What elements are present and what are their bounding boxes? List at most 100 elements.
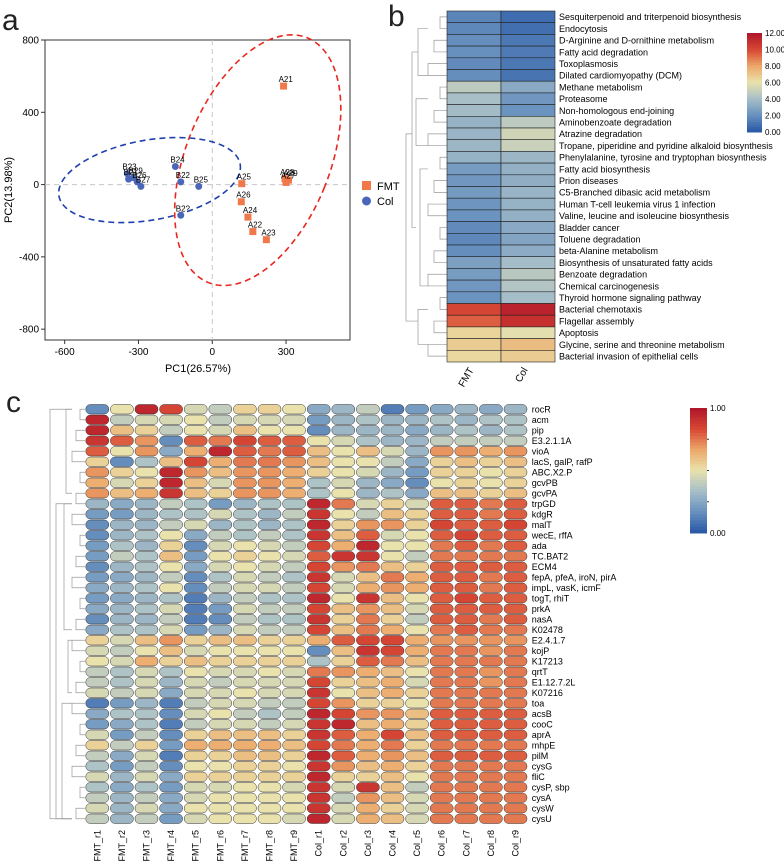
heatmap-cell bbox=[134, 792, 159, 803]
colorbar-segment bbox=[747, 77, 762, 81]
pathway-label: Valine, leucine and isoleucine biosynthe… bbox=[559, 211, 729, 221]
heatmap-cell bbox=[208, 729, 233, 740]
heatmap-cell bbox=[110, 792, 134, 803]
heatmap-cell bbox=[454, 761, 479, 772]
heatmap-cell bbox=[183, 624, 208, 635]
pathway-label: Glycine, serine and threonine metabolism bbox=[559, 340, 725, 350]
heatmap-cell bbox=[405, 761, 429, 772]
heatmap-cell bbox=[331, 530, 356, 541]
heatmap-cell bbox=[503, 414, 528, 425]
heatmap-cell bbox=[454, 467, 479, 478]
heatmap-cell bbox=[208, 414, 233, 425]
legend: FMT Col bbox=[362, 181, 400, 208]
heatmap-cell bbox=[306, 509, 331, 520]
y-tick-label: 0 bbox=[33, 180, 39, 191]
heatmap-cell bbox=[257, 803, 282, 814]
gene-label: TC.BAT2 bbox=[532, 552, 568, 562]
heatmap-cell bbox=[208, 687, 233, 698]
heatmap-cell bbox=[159, 456, 183, 467]
heatmap-cell bbox=[110, 813, 134, 824]
heatmap-cell bbox=[503, 593, 528, 604]
heatmap-cell bbox=[429, 582, 454, 593]
heatmap-cell bbox=[479, 551, 503, 562]
colorbar-segment bbox=[747, 37, 762, 41]
heatmap-cell bbox=[134, 687, 159, 698]
heatmap-cell bbox=[183, 792, 208, 803]
heatmap-cell bbox=[479, 435, 503, 446]
heatmap-cell bbox=[110, 729, 134, 740]
heatmap-cell bbox=[306, 750, 331, 761]
colorbar-segment bbox=[747, 122, 762, 126]
heatmap-cell bbox=[233, 614, 257, 625]
colorbar-segment bbox=[690, 526, 707, 531]
heatmap-cell bbox=[85, 572, 110, 583]
heatmap-cell bbox=[454, 414, 479, 425]
heatmap-cell bbox=[306, 813, 331, 824]
heatmap-cell bbox=[110, 624, 134, 635]
panel-label-b: b bbox=[388, 0, 405, 33]
heatmap-cell bbox=[134, 519, 159, 530]
colorbar-segment bbox=[747, 97, 762, 101]
heatmap-cell bbox=[380, 593, 405, 604]
heatmap-cell bbox=[183, 446, 208, 457]
heatmap-cell bbox=[479, 509, 503, 520]
heatmap-cell bbox=[110, 614, 134, 625]
heatmap-cell bbox=[380, 456, 405, 467]
heatmap-cell bbox=[208, 645, 233, 656]
heatmap-cell bbox=[306, 719, 331, 730]
gene-label: pilM bbox=[532, 751, 549, 761]
heatmap-cell bbox=[479, 624, 503, 635]
heatmap-cell bbox=[257, 540, 282, 551]
heatmap-cell bbox=[454, 614, 479, 625]
col-point bbox=[177, 178, 185, 186]
heatmap-cell bbox=[380, 708, 405, 719]
heatmap-cell bbox=[380, 498, 405, 509]
heatmap-cell bbox=[208, 498, 233, 509]
pathway-label: Apoptosis bbox=[559, 328, 599, 338]
dendrogram-branch bbox=[427, 203, 447, 217]
heatmap-cell bbox=[208, 561, 233, 572]
heatmap-cell bbox=[85, 677, 110, 688]
heatmap-cell bbox=[110, 572, 134, 583]
heatmap-cell bbox=[429, 498, 454, 509]
heatmap-cell bbox=[282, 729, 306, 740]
heatmap-cell bbox=[479, 771, 503, 782]
heatmap-cell bbox=[110, 551, 134, 562]
heatmap-cell bbox=[183, 708, 208, 719]
pathway-label: Proteasome bbox=[559, 94, 608, 104]
heatmap-cell bbox=[500, 69, 556, 82]
heatmap-cell bbox=[134, 666, 159, 677]
heatmap-cell bbox=[405, 656, 429, 667]
heatmap-cell bbox=[257, 551, 282, 562]
y-tick-label: -400 bbox=[19, 252, 39, 263]
heatmap-cell bbox=[331, 750, 356, 761]
gene-label: E3.2.1.1A bbox=[532, 436, 572, 446]
heatmap-cell bbox=[183, 635, 208, 646]
column-label: Col_r5 bbox=[412, 830, 422, 857]
heatmap-cell bbox=[183, 519, 208, 530]
heatmap-cell bbox=[405, 729, 429, 740]
heatmap-cell bbox=[159, 425, 183, 436]
heatmap-cell bbox=[306, 467, 331, 478]
heatmap-cell bbox=[500, 209, 556, 222]
heatmap-cell bbox=[405, 614, 429, 625]
heatmap-cell bbox=[85, 456, 110, 467]
heatmap-cell bbox=[282, 446, 306, 457]
heatmap-cell bbox=[282, 803, 306, 814]
heatmap-cell bbox=[85, 645, 110, 656]
heatmap-cell bbox=[405, 698, 429, 709]
heatmap-cell bbox=[208, 551, 233, 562]
heatmap-cell bbox=[500, 279, 556, 293]
dendrogram-branch bbox=[79, 471, 85, 484]
heatmap-cell bbox=[183, 603, 208, 614]
heatmap-cell bbox=[257, 561, 282, 572]
dendrogram-branch bbox=[433, 320, 447, 334]
heatmap-cell bbox=[110, 782, 134, 793]
heatmap-cell bbox=[331, 782, 356, 793]
heatmap-cell bbox=[479, 813, 503, 824]
heatmap-cell bbox=[85, 771, 110, 782]
heatmap-cell bbox=[183, 435, 208, 446]
heatmap-cell bbox=[380, 677, 405, 688]
heatmap-cell bbox=[85, 750, 110, 761]
heatmap-cell bbox=[356, 456, 380, 467]
